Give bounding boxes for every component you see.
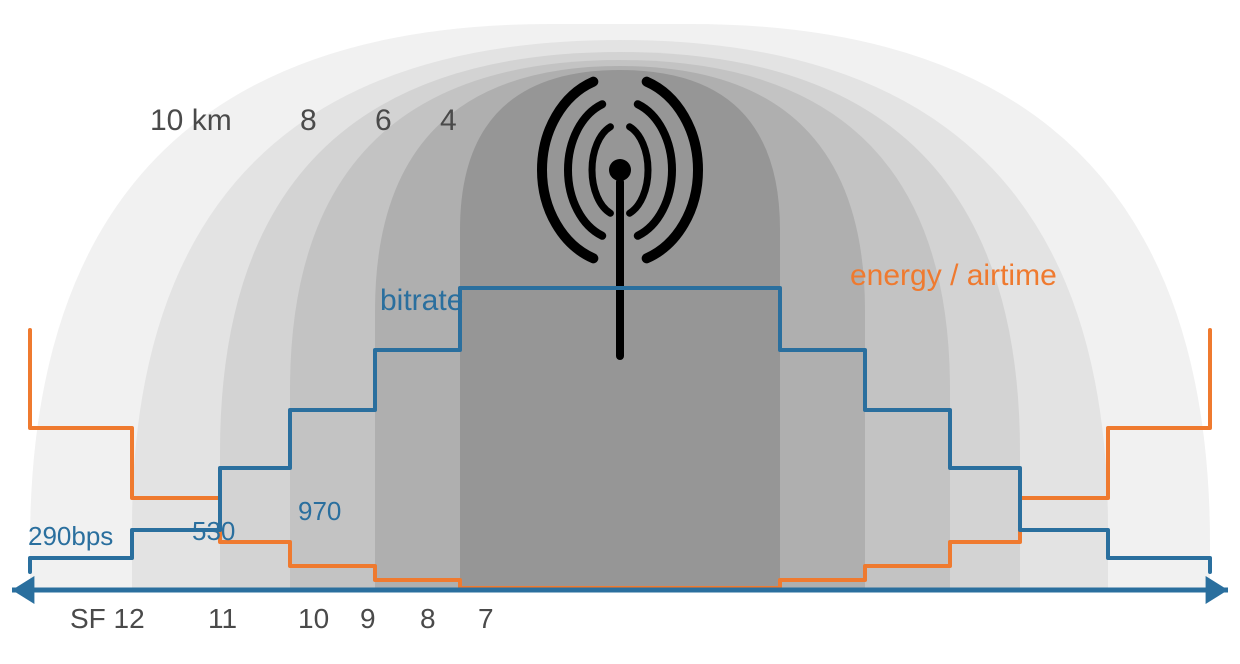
bitrate-value-0: 290bps xyxy=(28,521,113,551)
sf-label-3: 9 xyxy=(360,603,376,634)
distance-label-2: 6 xyxy=(375,104,392,137)
sf-label-2: 10 xyxy=(298,603,329,634)
sf-label-5: 7 xyxy=(478,603,494,634)
energy-label: energy / airtime xyxy=(850,259,1057,292)
lora-sf-diagram: 10 km 8 6 4 bitrate energy / airtime 290bps… xyxy=(0,0,1240,664)
bitrate-label: bitrate xyxy=(380,284,463,317)
sf-label-1: 11 xyxy=(208,603,237,634)
sf-labels: SF 12 11 10 9 8 7 xyxy=(70,603,494,634)
axis-arrow-right xyxy=(1206,576,1228,604)
axis-arrow-left xyxy=(12,576,34,604)
distance-label-3: 4 xyxy=(440,104,457,137)
antenna-dot xyxy=(609,159,631,181)
sf-label-0: SF 12 xyxy=(70,603,145,634)
distance-label-1: 8 xyxy=(300,104,317,137)
sf-label-4: 8 xyxy=(420,603,436,634)
bitrate-value-2: 970 xyxy=(298,496,341,526)
bitrate-value-1: 530 xyxy=(192,516,235,546)
distance-label-0: 10 km xyxy=(150,104,232,137)
